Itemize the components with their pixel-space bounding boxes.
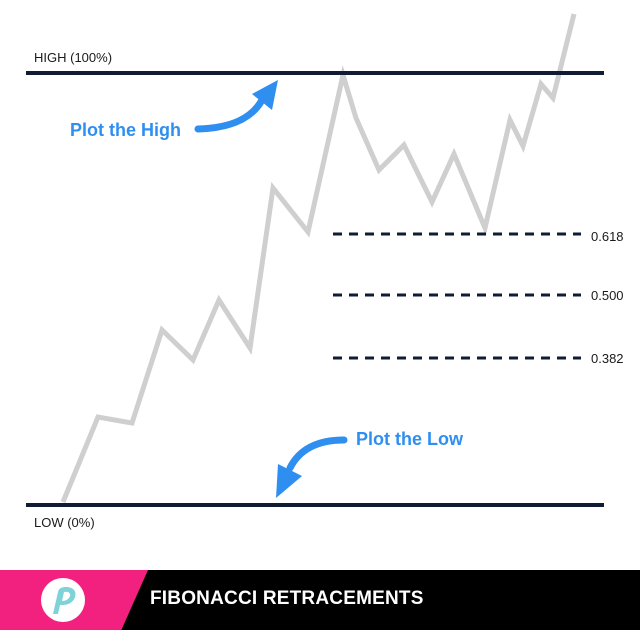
high-label: HIGH (100%) [34, 50, 112, 65]
retracement-label-0618: 0.618 [591, 229, 624, 244]
low-label: LOW (0%) [34, 515, 95, 530]
plot-low-arrow-icon [286, 436, 348, 472]
plot-low-label: Plot the Low [356, 429, 464, 449]
retracement-label-0500: 0.500 [591, 288, 624, 303]
plot-low-arrowhead [276, 464, 302, 498]
footer-banner: FIBONACCI RETRACEMENTS [0, 570, 640, 630]
footer-title: FIBONACCI RETRACEMENTS [150, 588, 424, 609]
plot-high-label: Plot the High [70, 120, 181, 140]
retracement-label-0382: 0.382 [591, 351, 624, 366]
p-logo-icon [41, 578, 85, 622]
price-line [60, 13, 577, 503]
plot-high-arrow-icon [194, 96, 266, 133]
plot-high-arrowhead [252, 80, 278, 110]
fibonacci-diagram: HIGH (100%) LOW (0%) 0.618 0.500 0.382 P… [26, 13, 624, 530]
